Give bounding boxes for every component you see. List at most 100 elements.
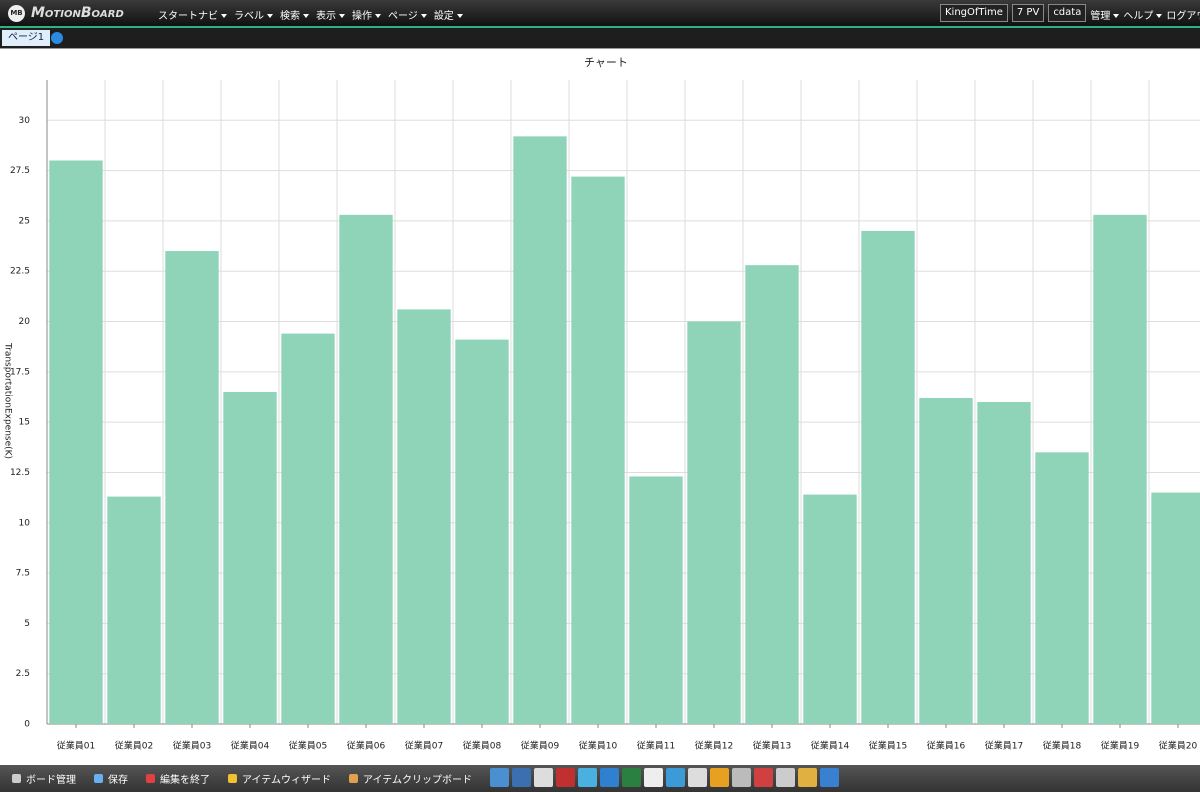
menu-item[interactable]: 管理 — [1090, 4, 1119, 22]
header-button[interactable]: KingOfTime — [940, 4, 1008, 22]
header-button[interactable]: 7 PV — [1011, 4, 1045, 22]
x-tick-label: 従業員10 — [579, 740, 618, 752]
toolbar-label: アイテムクリップボード — [363, 775, 472, 786]
menu: スタートナビ ラベル 検索 表示 操作 ページ 設定 — [158, 7, 463, 22]
bar — [919, 397, 973, 724]
y-tick-label: 25 — [19, 216, 30, 226]
x-tick-label: 従業員12 — [695, 740, 733, 752]
toolbar-button[interactable]: アイテムクリップボード — [349, 771, 472, 786]
bar — [1093, 214, 1147, 724]
bar — [397, 309, 451, 724]
x-tick-label: 従業員16 — [927, 740, 966, 752]
y-tick-label: 20 — [19, 317, 31, 327]
tool-icon[interactable] — [776, 767, 795, 787]
tab[interactable]: ページ1 — [2, 30, 51, 46]
tool-icon[interactable] — [798, 767, 817, 787]
bar — [1151, 492, 1200, 724]
icon — [228, 774, 237, 783]
tool-icon[interactable] — [710, 767, 729, 787]
bar — [455, 339, 509, 724]
y-tick-label: 10 — [19, 518, 31, 528]
toolbar-label: アイテムウィザード — [242, 775, 331, 786]
tool-icon[interactable] — [666, 767, 685, 787]
menu-item[interactable]: 表示 — [316, 7, 345, 22]
x-tick-label: 従業員18 — [1043, 740, 1082, 752]
x-tick-label: 従業員05 — [289, 740, 327, 752]
tab-bar: ページ1 — [0, 28, 1200, 48]
tool-icon[interactable] — [512, 767, 531, 787]
bar — [165, 251, 219, 724]
toolbar-label: 編集を終了 — [160, 775, 210, 786]
y-tick-label: 22.5 — [10, 267, 30, 277]
x-tick-label: 従業員13 — [753, 740, 791, 752]
y-tick-label: 27.5 — [10, 166, 30, 176]
bar — [861, 230, 915, 724]
tool-icons — [490, 767, 842, 790]
icon — [94, 774, 103, 783]
x-tick-label: 従業員02 — [115, 740, 153, 752]
tool-icon[interactable] — [754, 767, 773, 787]
y-tick-label: 30 — [19, 116, 31, 126]
menu-item[interactable]: ヘルプ — [1123, 4, 1162, 22]
tool-icon[interactable] — [556, 767, 575, 787]
bar — [513, 136, 567, 725]
x-tick-label: 従業員07 — [405, 740, 443, 752]
chart-title: チャート — [584, 56, 628, 69]
bar — [745, 265, 799, 724]
tool-icon[interactable] — [600, 767, 619, 787]
x-tick-label: 従業員03 — [173, 740, 211, 752]
menu-item[interactable]: 設定 — [434, 7, 463, 22]
y-tick-label: 12.5 — [10, 468, 30, 478]
tool-icon[interactable] — [622, 767, 641, 787]
x-tick-label: 従業員01 — [57, 740, 95, 752]
x-tick-label: 従業員19 — [1101, 740, 1140, 752]
menu-item[interactable]: 検索 — [280, 7, 309, 22]
y-tick-label: 5 — [24, 619, 30, 629]
y-tick-label: 0 — [24, 720, 30, 730]
x-tick-label: 従業員15 — [869, 740, 907, 752]
logo-badge: MB — [8, 5, 25, 22]
bar — [803, 494, 857, 724]
bar — [107, 496, 161, 724]
toolbar-button[interactable]: 保存 — [94, 771, 128, 786]
menu-item[interactable]: 操作 — [352, 7, 381, 22]
tool-icon[interactable] — [732, 767, 751, 787]
y-tick-label: 15 — [19, 418, 30, 428]
logo: MotionBoard — [31, 5, 124, 21]
bar — [1035, 452, 1089, 724]
menu-item[interactable]: ラベル — [234, 7, 273, 22]
y-tick-label: 7.5 — [16, 569, 30, 579]
menu-item[interactable]: ログアウト — [1166, 11, 1200, 22]
y-tick-label: 2.5 — [16, 669, 30, 679]
menu-item[interactable]: ページ — [388, 7, 427, 22]
bar — [977, 402, 1031, 724]
y-tick-label: 17.5 — [10, 367, 30, 377]
toolbar-button[interactable]: アイテムウィザード — [228, 771, 331, 786]
x-tick-label: 従業員14 — [811, 740, 850, 752]
x-tick-label: 従業員08 — [463, 740, 502, 752]
tool-icon[interactable] — [820, 767, 839, 787]
toolbar-label: ボード管理 — [26, 775, 76, 786]
tool-icon[interactable] — [688, 767, 707, 787]
menu-item[interactable]: スタートナビ — [158, 7, 227, 22]
x-tick-label: 従業員04 — [231, 740, 270, 752]
icon — [349, 774, 358, 783]
chart: チャート TransportationExpense(K) 0 2.5 5 7.5 10… — [0, 48, 1200, 752]
bar — [571, 176, 625, 725]
tool-icon[interactable] — [534, 767, 553, 787]
bar — [339, 214, 393, 724]
bar — [223, 391, 277, 724]
x-tick-label: 従業員09 — [521, 740, 560, 752]
bar — [629, 476, 683, 724]
tool-icon[interactable] — [644, 767, 663, 787]
tool-icon[interactable] — [490, 767, 509, 787]
tool-icon[interactable] — [578, 767, 597, 787]
add-tab[interactable] — [51, 32, 63, 44]
toolbar-button[interactable]: ボード管理 — [12, 771, 76, 786]
x-tick-label: 従業員20 — [1159, 740, 1198, 752]
header-button[interactable]: cdata — [1048, 4, 1087, 22]
toolbar-button[interactable]: 編集を終了 — [146, 771, 210, 786]
icon — [12, 774, 21, 783]
